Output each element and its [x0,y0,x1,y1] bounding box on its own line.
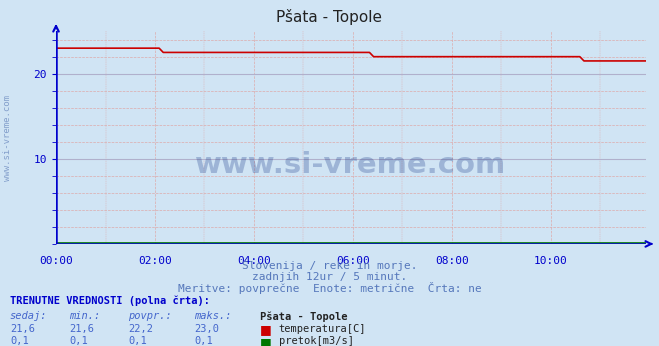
Text: temperatura[C]: temperatura[C] [279,324,366,334]
Text: Slovenija / reke in morje.: Slovenija / reke in morje. [242,261,417,271]
Text: 10:00: 10:00 [534,256,568,266]
Text: 23,0: 23,0 [194,324,219,334]
Text: 0,1: 0,1 [69,336,88,346]
Text: ■: ■ [260,324,272,337]
Text: zadnjih 12ur / 5 minut.: zadnjih 12ur / 5 minut. [252,272,407,282]
Text: 02:00: 02:00 [138,256,172,266]
Text: Pšata - Topole: Pšata - Topole [260,311,348,322]
Text: 21,6: 21,6 [10,324,35,334]
Text: 21,6: 21,6 [69,324,94,334]
Text: 00:00: 00:00 [39,256,73,266]
Text: 06:00: 06:00 [336,256,370,266]
Text: pretok[m3/s]: pretok[m3/s] [279,336,354,346]
Text: Pšata - Topole: Pšata - Topole [277,9,382,25]
Text: TRENUTNE VREDNOSTI (polna črta):: TRENUTNE VREDNOSTI (polna črta): [10,296,210,306]
Text: 08:00: 08:00 [435,256,469,266]
Text: min.:: min.: [69,311,100,321]
Text: 0,1: 0,1 [194,336,213,346]
Text: 0,1: 0,1 [10,336,28,346]
Text: povpr.:: povpr.: [129,311,172,321]
Text: ■: ■ [260,336,272,346]
Text: 22,2: 22,2 [129,324,154,334]
Text: www.si-vreme.com: www.si-vreme.com [195,151,507,179]
Text: 0,1: 0,1 [129,336,147,346]
Text: Meritve: povprečne  Enote: metrične  Črta: ne: Meritve: povprečne Enote: metrične Črta:… [178,282,481,294]
Text: maks.:: maks.: [194,311,232,321]
Text: www.si-vreme.com: www.si-vreme.com [3,94,13,181]
Text: 04:00: 04:00 [237,256,271,266]
Text: sedaj:: sedaj: [10,311,47,321]
